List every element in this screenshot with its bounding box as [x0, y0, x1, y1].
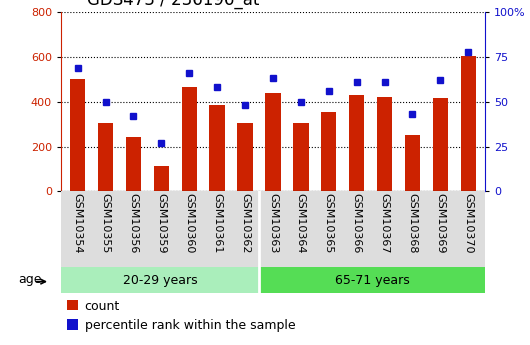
Bar — [70, 79, 85, 191]
Text: GSM10359: GSM10359 — [156, 193, 166, 254]
Legend: count, percentile rank within the sample: count, percentile rank within the sample — [67, 299, 295, 332]
Text: GSM10354: GSM10354 — [73, 193, 83, 254]
Bar — [432, 98, 448, 191]
Text: GSM10365: GSM10365 — [324, 193, 334, 253]
Text: GSM10364: GSM10364 — [296, 193, 306, 254]
Text: GSM10367: GSM10367 — [379, 193, 390, 254]
FancyBboxPatch shape — [259, 267, 485, 293]
Text: 65-71 years: 65-71 years — [334, 274, 409, 287]
FancyBboxPatch shape — [61, 267, 259, 293]
Bar — [154, 166, 169, 191]
Bar — [321, 112, 337, 191]
Text: GSM10366: GSM10366 — [351, 193, 361, 253]
Bar — [182, 87, 197, 191]
Bar — [461, 56, 476, 191]
Bar — [377, 97, 392, 191]
Text: GSM10360: GSM10360 — [184, 193, 195, 253]
Bar — [293, 123, 308, 191]
Text: GSM10356: GSM10356 — [128, 193, 138, 253]
Text: GSM10363: GSM10363 — [268, 193, 278, 253]
Bar — [349, 95, 364, 191]
Text: GSM10355: GSM10355 — [101, 193, 111, 253]
Bar — [266, 93, 280, 191]
Bar — [98, 123, 113, 191]
Text: 20-29 years: 20-29 years — [122, 274, 197, 287]
Bar — [405, 135, 420, 191]
Text: GSM10369: GSM10369 — [435, 193, 445, 254]
Text: GSM10370: GSM10370 — [463, 193, 473, 254]
Bar — [237, 123, 253, 191]
Text: GDS473 / 236196_at: GDS473 / 236196_at — [87, 0, 260, 9]
Text: GSM10368: GSM10368 — [408, 193, 418, 254]
Bar — [126, 137, 141, 191]
Text: GSM10362: GSM10362 — [240, 193, 250, 254]
Text: age: age — [18, 273, 42, 286]
Bar — [209, 105, 225, 191]
Text: GSM10361: GSM10361 — [212, 193, 222, 253]
